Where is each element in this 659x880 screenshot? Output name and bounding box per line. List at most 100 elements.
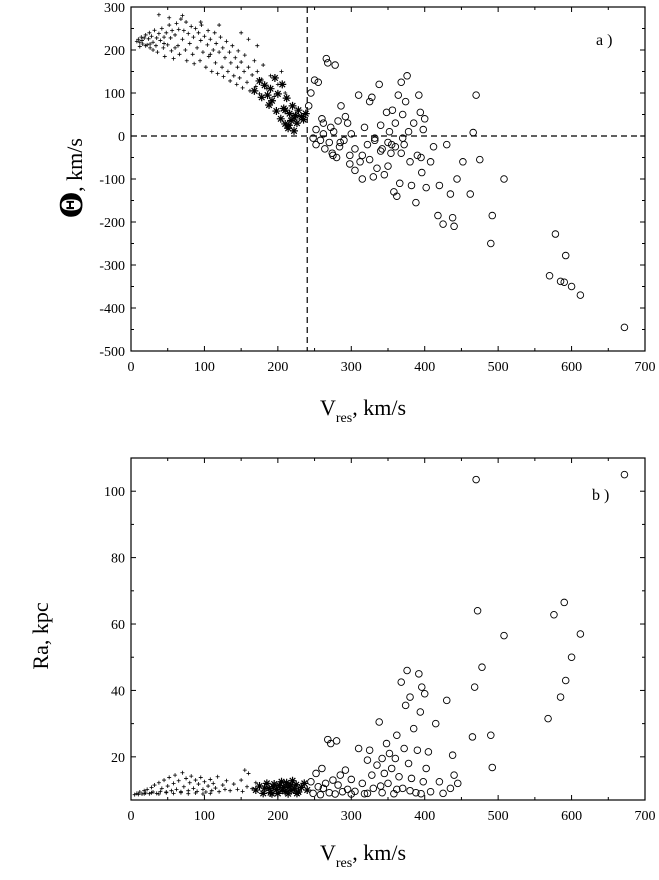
panel-a-plus-point [159,26,164,31]
panel-a-y-tick-label: -400 [99,302,125,317]
panel-b-circle-point [363,789,372,798]
panel-a-plus-point [208,52,213,57]
panel-b-asterisk-point [297,783,306,792]
panel-b-asterisk-point [262,779,271,788]
panel-a-series-plus [134,12,288,99]
panel-a-circle-point [429,142,438,151]
panel-a-plus-point [161,45,166,50]
panel-a-circle-point [395,179,404,188]
panel-b-plus-point [147,791,152,796]
panel-b-circle-point [468,733,477,741]
panel-b-circle-point [368,771,376,779]
panel-a-plus-point [173,32,178,37]
panel-b-circle-point [373,761,381,769]
panel-a-plus-point [206,54,211,59]
panel-a-plus-point [220,45,225,50]
panel-a-series-star [250,73,310,135]
panel-a-plus-point [136,37,141,42]
panel-b-circle-point [416,708,425,716]
panel-a-plus-point [250,72,255,77]
panel-a-plus-point [151,48,156,52]
panel-b-circle-point [387,764,396,773]
panel-b-circle-point [473,606,482,615]
panel-b-plus-point [169,788,174,793]
panel-a-plus-point [158,38,163,43]
panel-a-plus-point [143,32,148,37]
panel-a-plus-point [196,30,201,35]
panel-a-x-label-rest: , km/s [352,395,406,420]
panel-b-circle-point [431,719,440,728]
panel-a-circle-point [561,251,570,260]
panel-a-plus-point [242,53,247,58]
panel-a-plus-point [205,42,210,47]
panel-a-circle-point [358,151,367,160]
panel-b-plus-point [213,786,218,791]
panel-a-circle-point [448,213,457,222]
panel-a-plus-point [180,37,185,42]
panel-b-plus-point [222,787,227,792]
panel-b-x-tick-label: 0 [128,809,135,824]
panel-a-circle-point [347,130,356,138]
panel-a-asterisk-point [301,109,310,118]
panel-a-plus-point [212,30,217,35]
panel-a-plus-point [171,56,176,61]
panel-a-plus-point [239,60,244,65]
panel-a-plus-point [217,50,222,55]
panel-a-asterisk-point [250,86,259,95]
panel-b-circle-point [331,790,339,798]
panel-a-plus-point [147,30,152,35]
panel-a-plus-point [156,31,161,36]
panel-a-plus-point [221,74,226,79]
panel-a-circle-point [314,78,322,86]
panel-b-circle-point [404,759,413,768]
panel-b-asterisk-point [292,780,301,789]
panel-b-plus-point [184,776,189,781]
panel-a-asterisk-point [272,107,281,116]
panel-b-asterisk-point [270,780,279,789]
panel-a-plus-point [261,63,266,68]
panel-b-circle-point [314,782,322,791]
panel-a-circle-point [322,54,331,63]
panel-b-circle-point [576,630,585,638]
panel-a-x-tick-label: 600 [561,360,582,375]
panel-b-asterisk-point [284,789,293,798]
panel-a-plus-point [178,17,183,22]
panel-b-circle-point [309,789,317,798]
panel-a-plus-point [198,20,203,25]
panel-a-x-axis-label: Vres, km/s [320,395,406,426]
panel-b-circle-point [398,784,407,793]
panel-b-plus-point [178,790,183,795]
panel-a-plus-point [152,28,157,33]
panel-a-plus-point [242,69,247,74]
panel-b-plus-point [193,791,198,796]
panel-a-asterisk-point [255,76,264,85]
panel-b-asterisk-point [287,781,296,790]
panel-a-plus-point [180,13,185,18]
panel-b-asterisk-point [267,789,276,798]
panel-a-asterisk-point [299,115,308,124]
panel-a-plus-point [213,60,218,65]
panel-b-circle-point [417,789,425,798]
panel-b-y-axis-label: Ra, kpc [28,602,53,669]
panel-a-plus-point [215,71,220,76]
panel-b-asterisk-point [277,777,286,786]
panel-a-circle-point [336,138,345,147]
panel-b-circle-point [332,737,341,745]
panel-a-plus-point [231,73,236,78]
panel-a-circle-point [316,136,325,145]
panel-b-circle-point [354,744,363,753]
panel-a-plus-point [192,61,197,66]
panel-a-plus-point [137,44,142,49]
panel-a-plus-point [140,38,145,43]
panel-a-circle-point [620,323,629,332]
panel-a-plus-point [228,78,233,83]
panel-a-circle-point [376,121,385,129]
panel-a-x-tick-label: 700 [635,360,656,375]
panel-b-plus-point [246,771,251,776]
panel-b-plus-point [167,775,172,780]
panel-b-circle-point [406,786,414,795]
panel-a-circle-point [368,93,376,102]
panel-b-circle-point [407,774,416,783]
panel-a-circle-point [398,134,407,142]
panel-a-plus-point [170,28,175,33]
